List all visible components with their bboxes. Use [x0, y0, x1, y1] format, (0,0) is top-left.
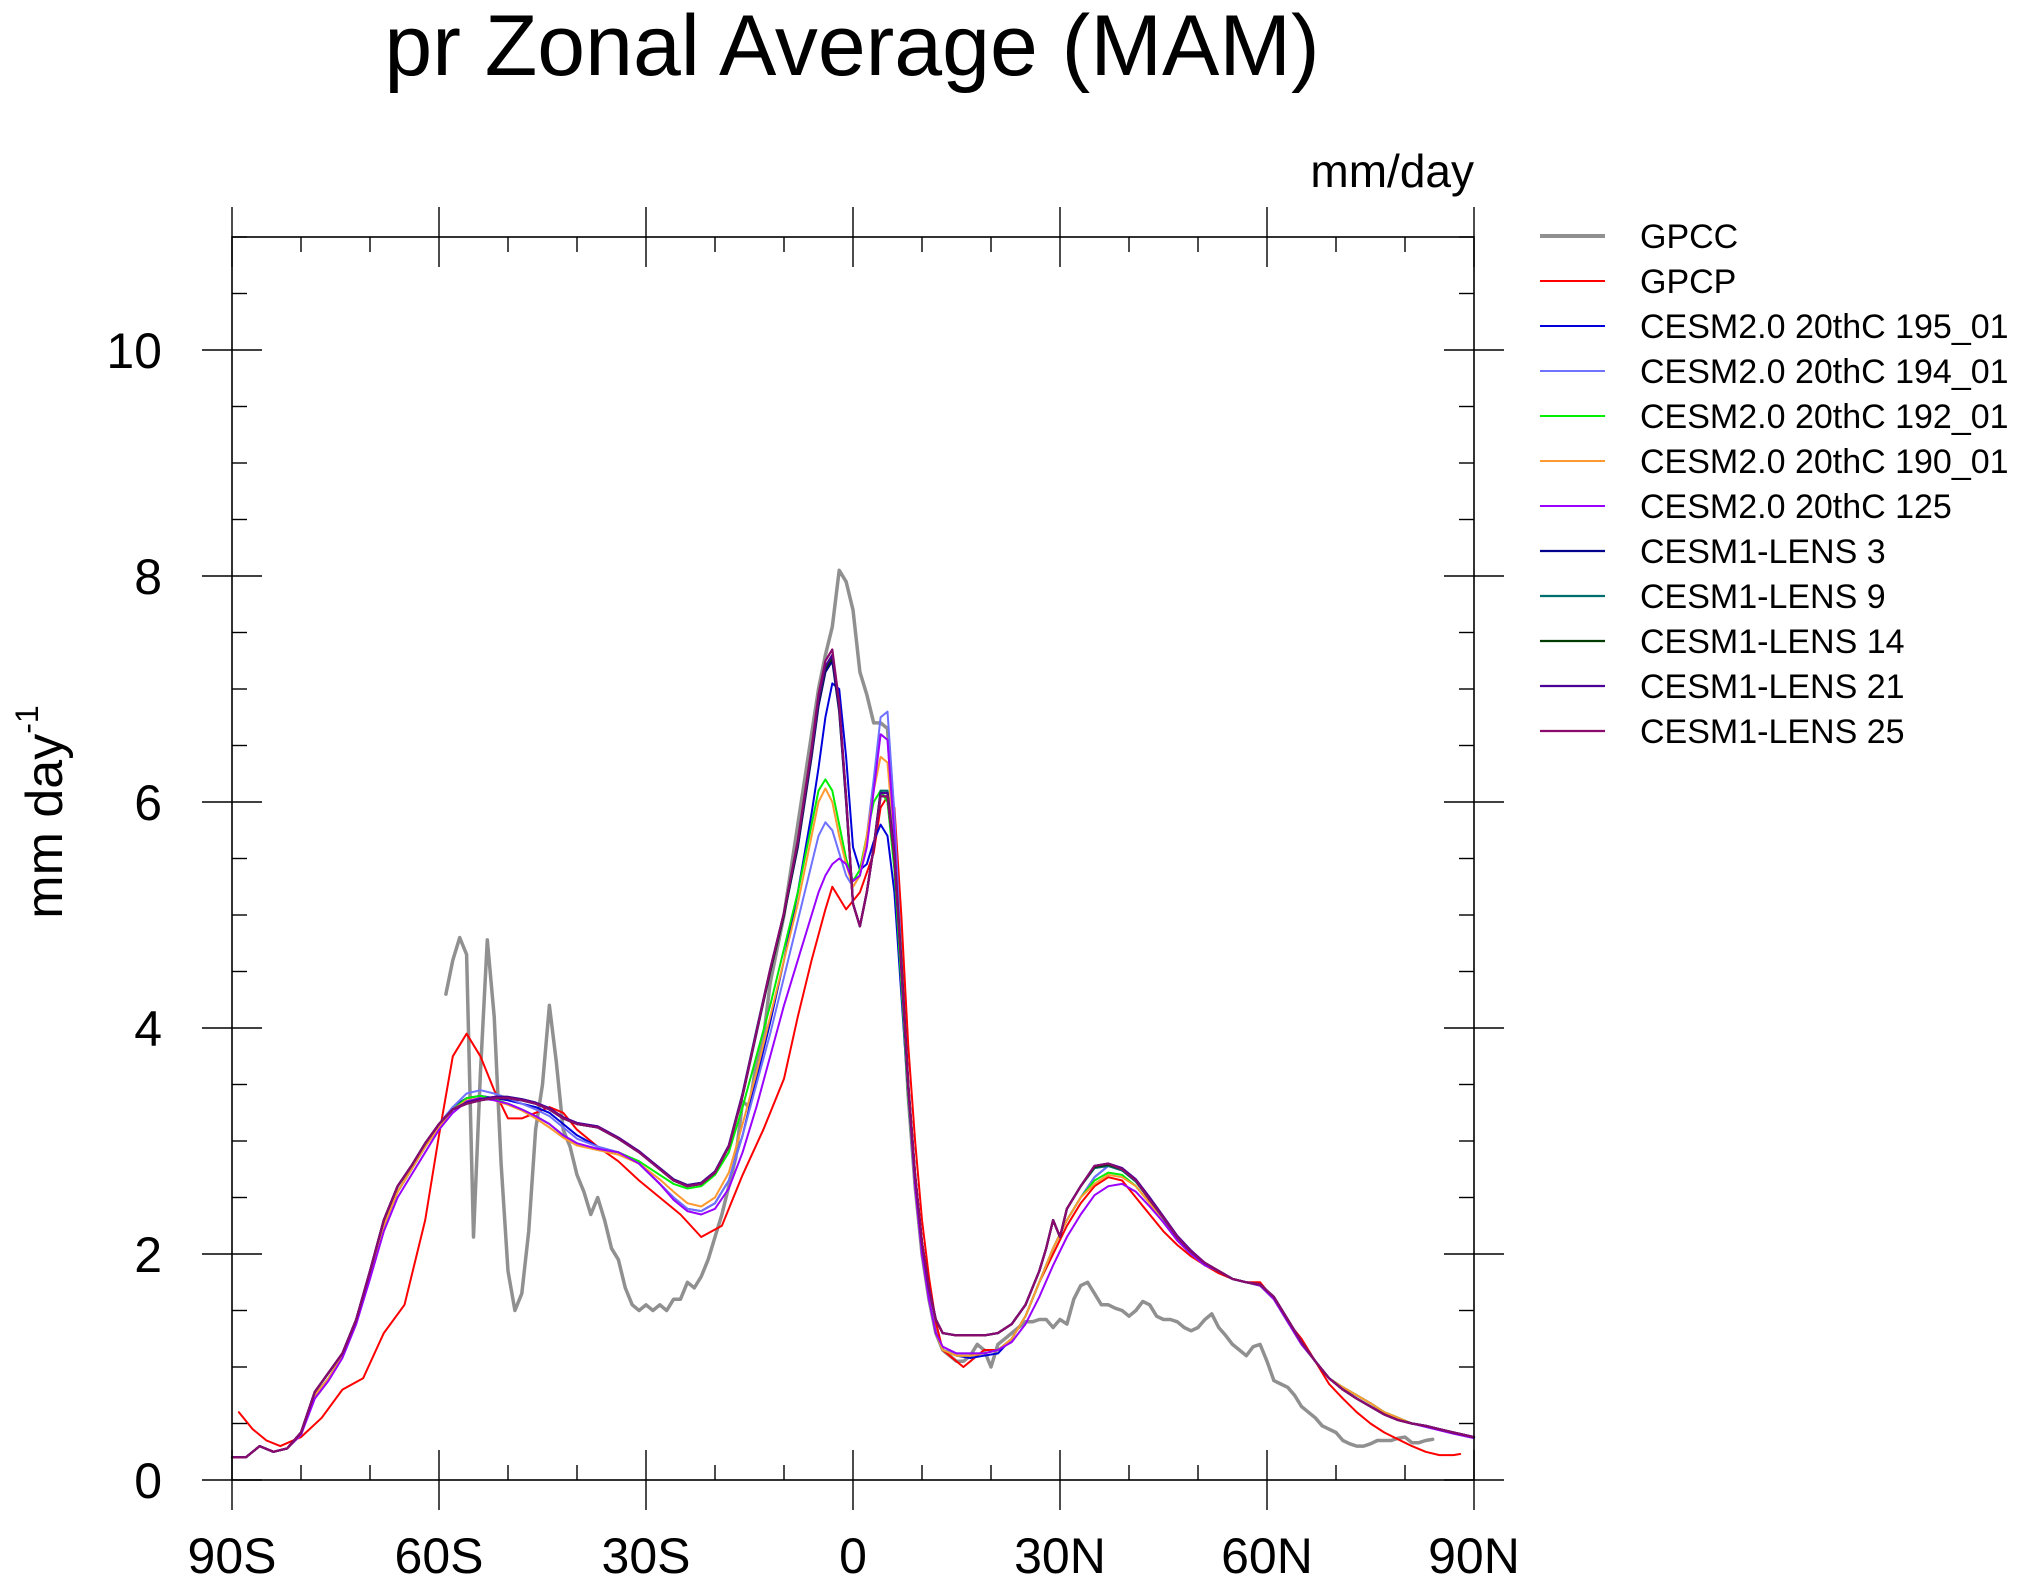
y-tick-label: 4: [134, 1001, 162, 1057]
legend-label: CESM1-LENS 21: [1640, 668, 1905, 706]
y-tick-label: 6: [134, 775, 162, 831]
y-axis-label-base: mm day: [16, 734, 74, 919]
legend-label: CESM2.0 20thC 192_01: [1640, 398, 2009, 436]
legend-label: CESM1-LENS 3: [1640, 533, 1886, 571]
legend-label: CESM2.0 20thC 194_01: [1640, 353, 2009, 391]
x-tick-label: 90N: [1428, 1528, 1520, 1584]
legend-label: CESM1-LENS 25: [1640, 713, 1905, 751]
y-tick-label: 2: [134, 1227, 162, 1283]
series-line: [230, 654, 1476, 1459]
legend-label: CESM2.0 20thC 125: [1640, 488, 1952, 526]
units-label: mm/day: [1310, 145, 1474, 197]
series-line: [231, 755, 1475, 1459]
y-tick-label: 10: [106, 323, 162, 379]
series-line: [231, 682, 1475, 1459]
y-axis-label-exponent: -1: [9, 705, 45, 733]
plot-frame: [231, 236, 1475, 1481]
x-tick-label: 30N: [1014, 1528, 1106, 1584]
y-tick-labels: 0 2 4 6 8 10: [106, 323, 162, 1509]
x-tick-labels: 90S 60S 30S 0 30N 60N 90N: [188, 1528, 1520, 1584]
x-tick-label: 0: [839, 1528, 867, 1584]
series-line: [237, 795, 1462, 1457]
legend-label: CESM2.0 20thC 195_01: [1640, 308, 2009, 346]
legend-label: GPCC: [1640, 218, 1738, 256]
legend-label: CESM1-LENS 9: [1640, 578, 1886, 616]
chart-title: pr Zonal Average (MAM): [384, 0, 1319, 94]
plot-lines: [230, 568, 1476, 1459]
y-tick-label: 0: [134, 1453, 162, 1509]
series-line: [230, 656, 1476, 1459]
x-tick-label: 60N: [1221, 1528, 1313, 1584]
legend: GPCC GPCP CESM2.0 20thC 195_01 CESM2.0 20th…: [1540, 218, 2009, 751]
series-line: [231, 710, 1475, 1459]
x-tick-label: 90S: [188, 1528, 277, 1584]
y-axis-label: mm day-1: [9, 705, 74, 918]
legend-label: CESM2.0 20thC 190_01: [1640, 443, 2009, 481]
series-line: [230, 648, 1476, 1459]
legend-label: CESM1-LENS 14: [1640, 623, 1905, 661]
series-line: [230, 654, 1476, 1459]
series-line: [230, 659, 1476, 1459]
legend-label: GPCP: [1640, 263, 1736, 301]
x-tick-label: 30S: [602, 1528, 691, 1584]
x-tick-label: 60S: [395, 1528, 484, 1584]
y-tick-label: 8: [134, 549, 162, 605]
